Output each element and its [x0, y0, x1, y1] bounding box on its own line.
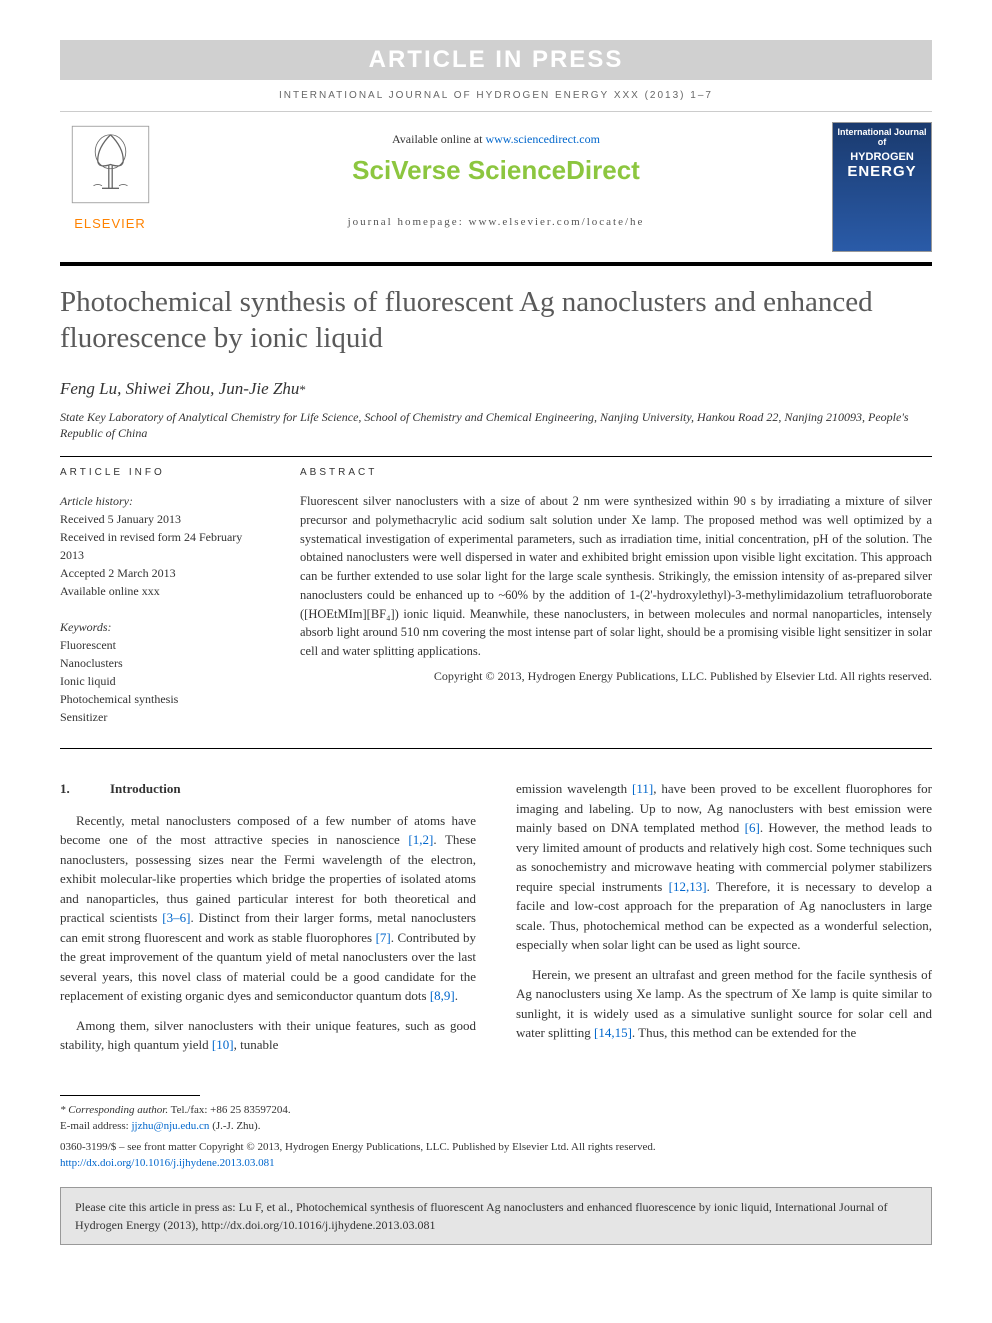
citation-box: Please cite this article in press as: Lu… [60, 1187, 932, 1245]
online-date: Available online xxx [60, 582, 260, 600]
column-right: emission wavelength [11], have been prov… [516, 779, 932, 1065]
sciencedirect-link[interactable]: www.sciencedirect.com [485, 132, 600, 146]
abstract-heading: ABSTRACT [300, 467, 932, 478]
issn-copyright: 0360-3199/$ – see front matter Copyright… [60, 1141, 932, 1153]
revised-date: Received in revised form 24 February 201… [60, 528, 260, 564]
citation-link[interactable]: [3–6] [162, 910, 190, 925]
paragraph: Among them, silver nanoclusters with the… [60, 1016, 476, 1055]
keyword: Nanoclusters [60, 654, 260, 672]
abstract-text: Fluorescent silver nanoclusters with a s… [300, 492, 932, 661]
keyword: Photochemical synthesis [60, 690, 260, 708]
doi-link[interactable]: http://dx.doi.org/10.1016/j.ijhydene.201… [60, 1157, 275, 1169]
affiliation: State Key Laboratory of Analytical Chemi… [60, 409, 932, 443]
homepage-url[interactable]: www.elsevier.com/locate/he [469, 216, 645, 228]
journal-reference: INTERNATIONAL JOURNAL OF HYDROGEN ENERGY… [60, 80, 932, 112]
keyword: Sensitizer [60, 708, 260, 726]
author-email-link[interactable]: jjzhu@nju.edu.cn [131, 1120, 209, 1132]
article-info: ARTICLE INFO Article history: Received 5… [60, 467, 260, 726]
email-footnote: E-mail address: jjzhu@nju.edu.cn (J.-J. … [60, 1118, 932, 1135]
paragraph: Recently, metal nanoclusters composed of… [60, 811, 476, 1006]
available-online-text: Available online at www.sciencedirect.co… [160, 132, 832, 147]
abstract-copyright: Copyright © 2013, Hydrogen Energy Public… [300, 669, 932, 684]
section-heading: 1.Introduction [60, 779, 476, 799]
paragraph: Herein, we present an ultrafast and gree… [516, 965, 932, 1043]
abstract: ABSTRACT Fluorescent silver nanoclusters… [300, 467, 932, 726]
journal-homepage: journal homepage: www.elsevier.com/locat… [160, 216, 832, 228]
header-center: Available online at www.sciencedirect.co… [160, 122, 832, 252]
citation-link[interactable]: [7] [376, 930, 391, 945]
info-abstract-row: ARTICLE INFO Article history: Received 5… [60, 467, 932, 726]
citation-link[interactable]: [11] [632, 781, 653, 796]
article-in-press-banner: ARTICLE IN PRESS [60, 40, 932, 80]
keywords-block: Keywords: Fluorescent Nanoclusters Ionic… [60, 618, 260, 726]
section-title: Introduction [110, 781, 181, 796]
corresponding-author-footnote: * Corresponding author. Tel./fax: +86 25… [60, 1102, 932, 1119]
citation-link[interactable]: [10] [212, 1037, 234, 1052]
citation-link[interactable]: [8,9] [430, 988, 455, 1003]
history-label: Article history: [60, 492, 260, 510]
column-left: 1.Introduction Recently, metal nanoclust… [60, 779, 476, 1065]
elsevier-tree-icon [68, 122, 153, 207]
received-date: Received 5 January 2013 [60, 510, 260, 528]
citation-link[interactable]: [6] [745, 820, 760, 835]
keyword: Fluorescent [60, 636, 260, 654]
sciverse-logo: SciVerse ScienceDirect [160, 155, 832, 186]
footnote-separator [60, 1095, 200, 1096]
keywords-label: Keywords: [60, 618, 260, 636]
article-title: Photochemical synthesis of fluorescent A… [60, 284, 932, 357]
elsevier-name: ELSEVIER [60, 216, 160, 231]
corresponding-mark: * [299, 382, 306, 397]
publisher-header: ELSEVIER Available online at www.science… [60, 112, 932, 266]
article-info-heading: ARTICLE INFO [60, 467, 260, 478]
accepted-date: Accepted 2 March 2013 [60, 564, 260, 582]
citation-link[interactable]: [14,15] [594, 1025, 632, 1040]
divider [60, 456, 932, 457]
elsevier-logo: ELSEVIER [60, 122, 160, 252]
keyword: Ionic liquid [60, 672, 260, 690]
paragraph: emission wavelength [11], have been prov… [516, 779, 932, 955]
body-columns: 1.Introduction Recently, metal nanoclust… [60, 779, 932, 1065]
divider [60, 748, 932, 749]
cover-hydrogen: HYDROGEN [833, 151, 931, 163]
citation-link[interactable]: [1,2] [408, 832, 433, 847]
section-number: 1. [60, 779, 110, 799]
citation-link[interactable]: [12,13] [669, 879, 707, 894]
article-page: ARTICLE IN PRESS INTERNATIONAL JOURNAL O… [0, 0, 992, 1285]
journal-cover: International Journal of HYDROGEN ENERGY [832, 122, 932, 252]
cover-energy: ENERGY [833, 163, 931, 180]
cover-journal-title: International Journal of [833, 123, 931, 151]
authors-list: Feng Lu, Shiwei Zhou, Jun-Jie Zhu* [60, 379, 932, 399]
